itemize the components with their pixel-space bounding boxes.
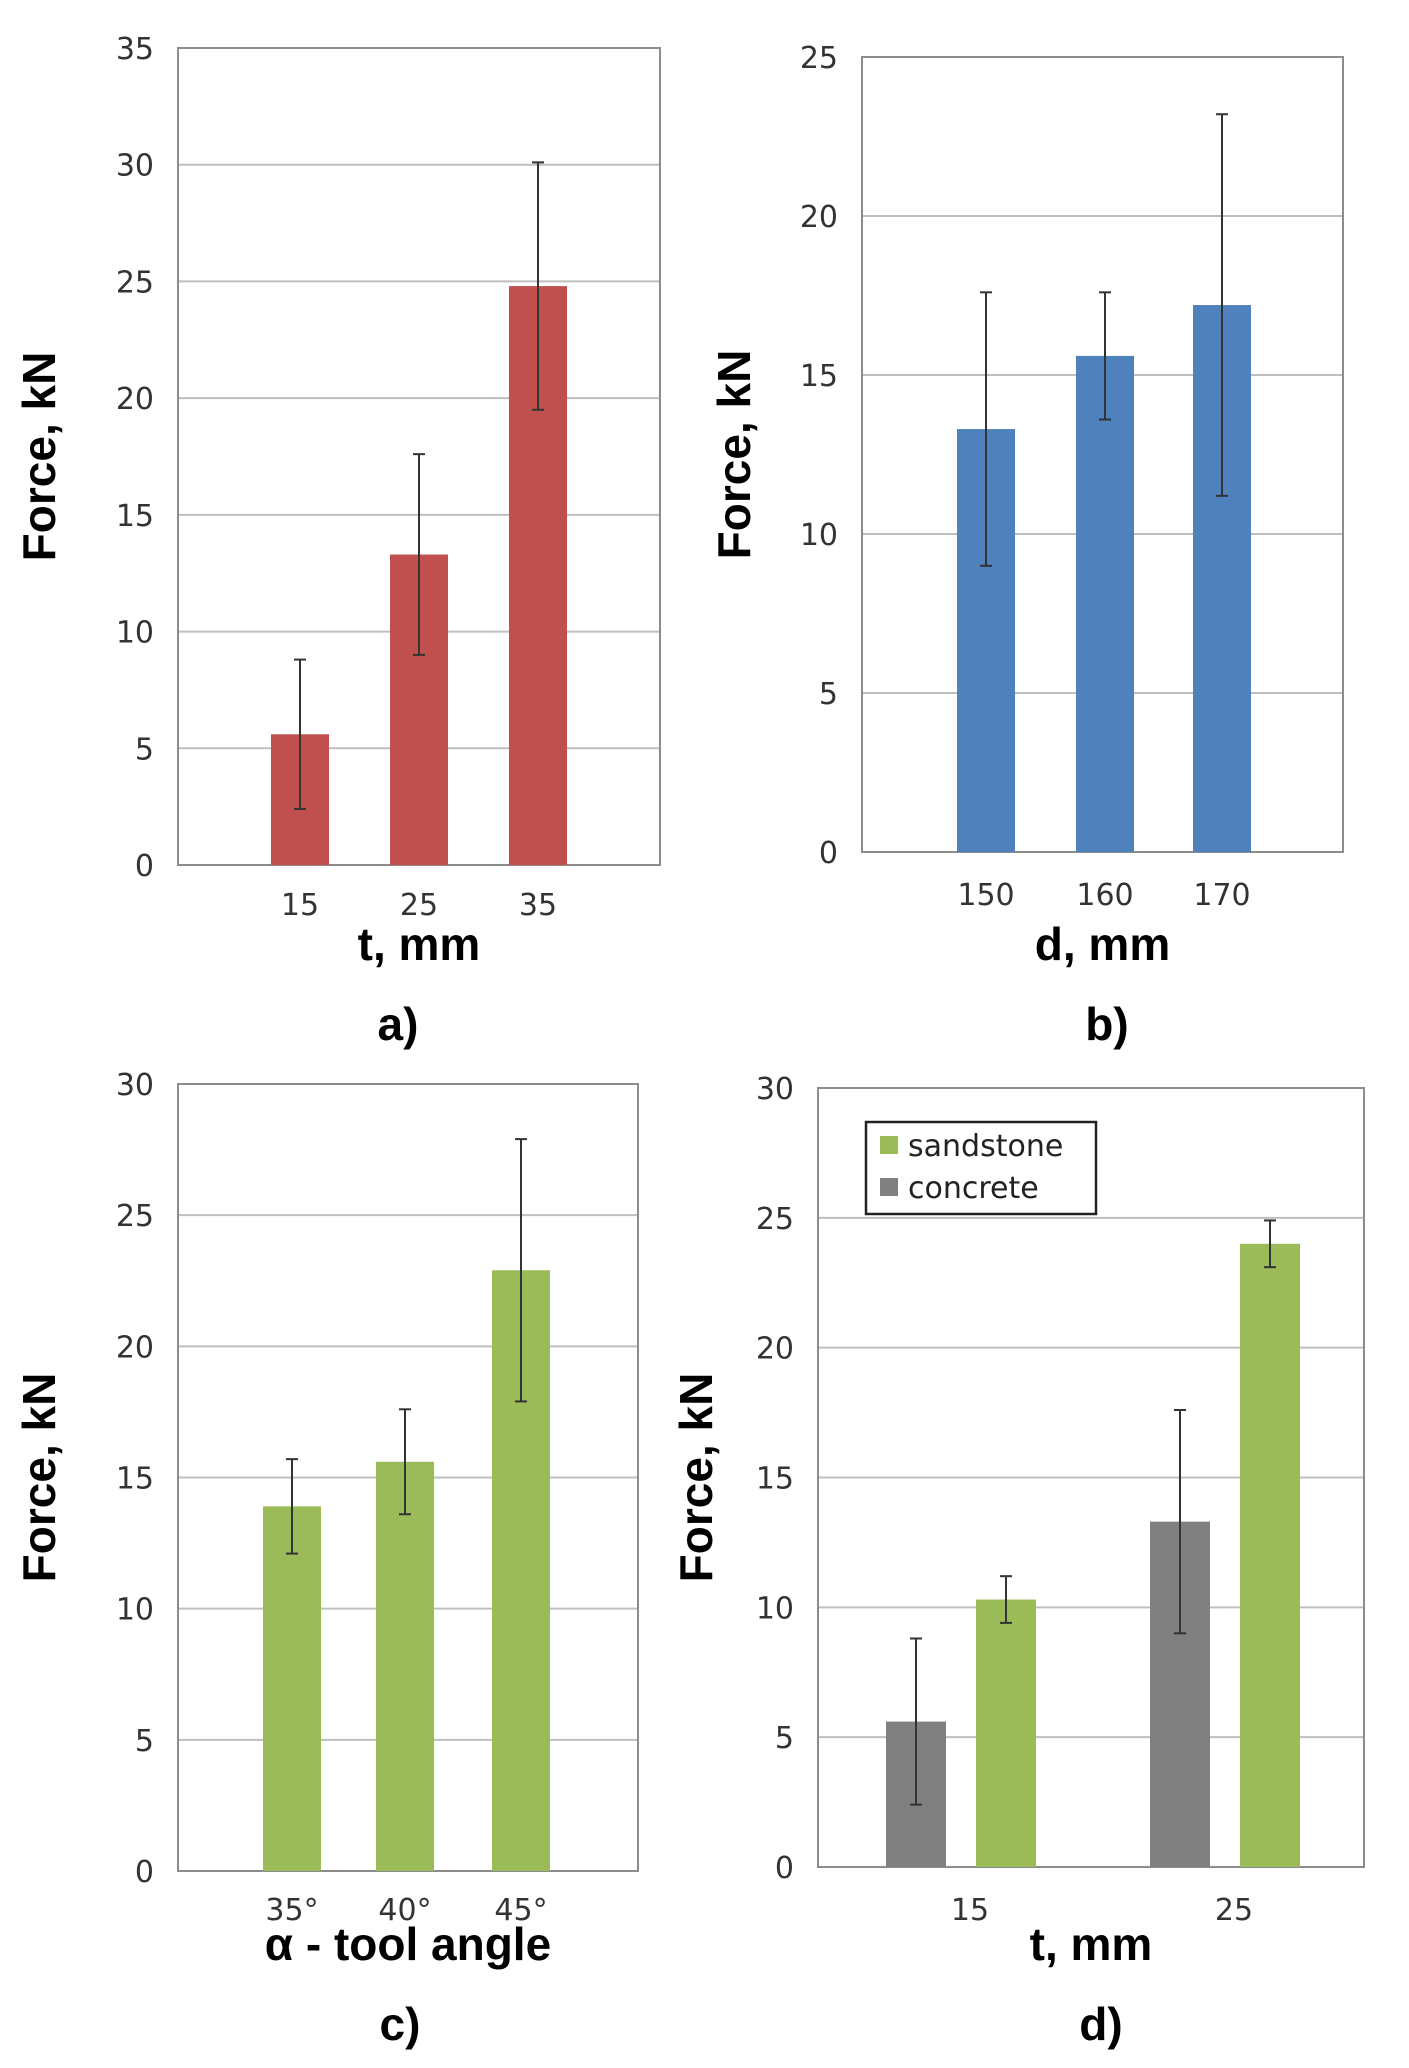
y-tick-label: 25 xyxy=(800,41,838,76)
y-tick-label: 20 xyxy=(756,1332,794,1367)
legend: sandstone concrete xyxy=(866,1122,1096,1214)
panel-label: c) xyxy=(380,1998,421,2050)
x-tick-label: 15 xyxy=(951,1893,989,1928)
y-tick-label: 5 xyxy=(819,677,838,712)
panel-label: a) xyxy=(378,998,419,1050)
y-axis-title: Force, kN xyxy=(13,1373,65,1583)
y-tick-label: 5 xyxy=(135,1724,154,1759)
legend-swatch-sandstone xyxy=(880,1136,898,1154)
bar-concrete xyxy=(1076,356,1134,852)
bar-sandstone xyxy=(976,1600,1036,1867)
y-tick-label: 35 xyxy=(116,32,154,67)
y-tick-label: 30 xyxy=(116,149,154,184)
bar-sandstone xyxy=(1240,1244,1300,1867)
y-tick-label: 30 xyxy=(756,1072,794,1107)
y-tick-label: 30 xyxy=(116,1068,154,1103)
y-tick-label: 10 xyxy=(116,1593,154,1628)
legend-label-sandstone: sandstone xyxy=(908,1129,1063,1164)
chart-d: 0 5 10 15 20 25 30 15 25 t, mm Force, kN d) sandston… xyxy=(670,1072,1364,2050)
y-tick-label: 15 xyxy=(800,359,838,394)
y-axis-title: Force, kN xyxy=(670,1373,722,1583)
y-tick-label: 20 xyxy=(116,382,154,417)
y-tick-label: 20 xyxy=(116,1330,154,1365)
y-tick-label: 20 xyxy=(800,200,838,235)
figure-canvas: 0 5 10 15 20 25 30 35 15 25 35 t, mm Force, kN a) 0 5 10… xyxy=(0,0,1409,2068)
y-axis-title: Force, kN xyxy=(13,352,65,562)
y-tick-label: 0 xyxy=(135,849,154,884)
x-tick-label: 25 xyxy=(1215,1893,1253,1928)
y-tick-label: 15 xyxy=(756,1462,794,1497)
panel-label: d) xyxy=(1079,1998,1122,2050)
x-tick-label: 35 xyxy=(519,888,557,923)
y-tick-label: 15 xyxy=(116,1462,154,1497)
y-tick-label: 0 xyxy=(819,836,838,871)
x-tick-label: 170 xyxy=(1193,878,1250,913)
y-tick-label: 10 xyxy=(116,616,154,651)
x-axis-title: t, mm xyxy=(1030,1918,1153,1970)
x-tick-label: 150 xyxy=(957,878,1014,913)
bar-sandstone xyxy=(376,1462,434,1871)
panel-label: b) xyxy=(1085,998,1128,1050)
y-tick-label: 0 xyxy=(775,1851,794,1886)
y-tick-label: 0 xyxy=(135,1855,154,1890)
y-tick-label: 15 xyxy=(116,499,154,534)
bar-sandstone xyxy=(263,1506,321,1871)
x-axis-title: d, mm xyxy=(1035,918,1170,970)
legend-swatch-concrete xyxy=(880,1178,898,1196)
y-axis-title: Force, kN xyxy=(708,350,760,560)
x-tick-label: 160 xyxy=(1076,878,1133,913)
chart-b: 0 5 10 15 20 25 150 160 170 d, mm Force, kN b) xyxy=(708,41,1343,1050)
y-tick-label: 10 xyxy=(800,518,838,553)
y-tick-label: 25 xyxy=(116,1199,154,1234)
y-tick-label: 5 xyxy=(135,732,154,767)
x-axis-title: α - tool angle xyxy=(265,1918,551,1970)
y-tick-label: 10 xyxy=(756,1591,794,1626)
y-tick-label: 25 xyxy=(116,265,154,300)
y-tick-label: 5 xyxy=(775,1721,794,1756)
y-tick-label: 25 xyxy=(756,1202,794,1237)
x-axis-title: t, mm xyxy=(358,918,481,970)
legend-label-concrete: concrete xyxy=(908,1171,1039,1206)
x-tick-label: 15 xyxy=(281,888,319,923)
